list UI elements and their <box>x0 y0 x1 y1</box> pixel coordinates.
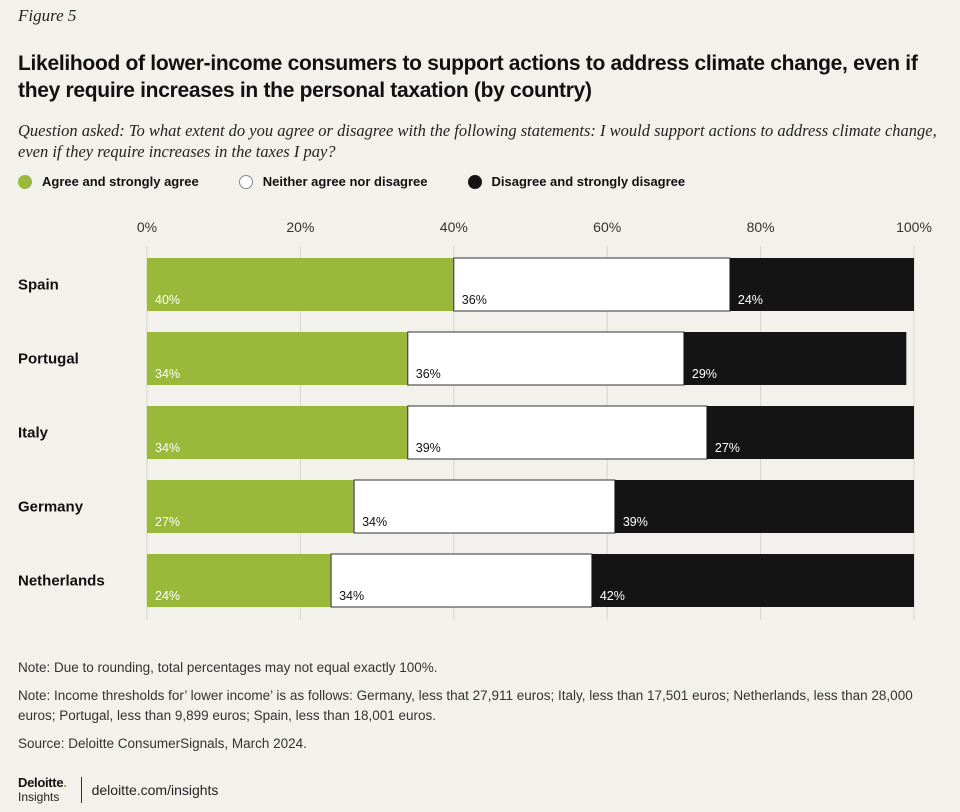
category-label: Germany <box>18 499 84 516</box>
x-tick-label: 40% <box>440 219 468 235</box>
notes: Note: Due to rounding, total percentages… <box>18 658 938 762</box>
source-note: Source: Deloitte ConsumerSignals, March … <box>18 736 307 751</box>
data-label: 34% <box>339 589 364 603</box>
data-label: 34% <box>362 515 387 529</box>
legend-item-disagree: Disagree and strongly disagree <box>467 174 686 189</box>
legend-label-agree: Agree and strongly agree <box>42 174 199 189</box>
data-label: 24% <box>738 293 763 307</box>
category-label: Italy <box>18 425 49 442</box>
chart-title: Likelihood of lower-income consumers to … <box>18 52 918 102</box>
figure-label: Figure 5 <box>18 6 77 25</box>
data-label: 24% <box>155 589 180 603</box>
category-label: Spain <box>18 277 59 294</box>
data-label: 27% <box>155 515 180 529</box>
note-rounding: Note: Due to rounding, total percentages… <box>18 660 438 675</box>
brand-name: Deloitte <box>18 775 64 790</box>
bar-segment-agree <box>147 554 332 607</box>
bar-segment-disagree <box>591 554 914 607</box>
bar-segment-agree <box>147 406 408 459</box>
deloitte-logo: Deloitte. Insights <box>18 775 67 805</box>
data-label: 34% <box>155 441 180 455</box>
bar-segment-neither <box>330 553 593 608</box>
data-label: 36% <box>416 367 441 381</box>
stacked-bar-chart: 0% 20% 40% 60% 80% 100% Spain 40% 36% 24% Portugal… <box>18 219 932 620</box>
legend: Agree and strongly agree Neither agree n… <box>18 174 725 189</box>
category-label: Netherlands <box>18 573 105 590</box>
legend-swatch-disagree <box>467 174 482 189</box>
x-tick-label: 60% <box>593 219 621 235</box>
legend-label-neither: Neither agree nor disagree <box>262 174 428 189</box>
legend-item-agree: Agree and strongly agree <box>18 174 199 189</box>
data-label: 29% <box>692 367 717 381</box>
x-tick-label: 100% <box>896 219 932 235</box>
bar-segment-neither <box>353 479 616 534</box>
brand-subtitle: Insights <box>18 790 60 804</box>
data-label: 36% <box>462 293 487 307</box>
bar-segment-agree <box>147 480 355 533</box>
data-label: 39% <box>416 441 441 455</box>
bar-segment-agree <box>147 332 408 385</box>
x-tick-label: 0% <box>137 219 157 235</box>
footer-divider <box>80 777 82 803</box>
bar-segment-disagree <box>683 332 907 385</box>
footer: Deloitte. Insights deloitte.com/insights <box>18 775 219 805</box>
data-label: 34% <box>155 367 180 381</box>
question-text: Question asked: To what extent do you ag… <box>18 121 937 161</box>
footer-url[interactable]: deloitte.com/insights <box>91 782 219 798</box>
category-label: Portugal <box>18 351 79 368</box>
data-label: 42% <box>600 589 625 603</box>
note-income-thresholds: Note: Income thresholds for’ lower incom… <box>18 688 913 723</box>
data-label: 40% <box>155 293 180 307</box>
data-label: 39% <box>623 515 648 529</box>
legend-label-disagree: Disagree and strongly disagree <box>491 174 686 189</box>
bar-segment-neither <box>453 257 731 312</box>
x-tick-label: 20% <box>286 219 314 235</box>
brand-dot: . <box>63 775 67 790</box>
bar-segment-disagree <box>614 480 914 533</box>
bar-segment-disagree <box>729 258 914 311</box>
bar-segment-neither <box>407 331 685 386</box>
bar-segment-agree <box>147 258 454 311</box>
bar-segment-disagree <box>706 406 914 459</box>
legend-swatch-agree <box>18 174 32 189</box>
legend-item-neither: Neither agree nor disagree <box>238 174 428 189</box>
data-label: 27% <box>715 441 740 455</box>
bar-segment-neither <box>407 405 708 460</box>
x-tick-label: 80% <box>747 219 775 235</box>
legend-swatch-neither <box>238 174 253 189</box>
